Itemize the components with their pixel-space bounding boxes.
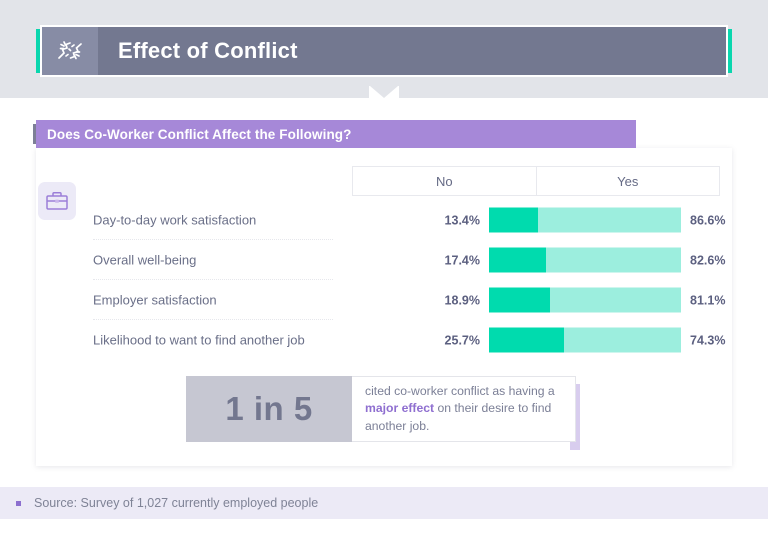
band-pointer-triangle	[370, 86, 398, 98]
header-bar: Effect of Conflict	[40, 25, 728, 77]
bar-segment-no	[489, 207, 538, 233]
row-no-percent: 25.7%	[444, 333, 480, 347]
table-row: Overall well-being 17.4% 82.6%	[36, 240, 732, 280]
conflict-burst-icon	[42, 27, 98, 75]
callout-text-before: cited co-worker conflict as having a	[365, 384, 555, 398]
callout-text: cited co-worker conflict as having a maj…	[352, 376, 576, 442]
row-no-percent: 13.4%	[444, 213, 480, 227]
source-bullet-icon	[16, 500, 21, 506]
row-label: Employer satisfaction	[93, 292, 217, 308]
header-accent-right	[725, 29, 732, 73]
row-no-percent: 17.4%	[444, 253, 480, 267]
briefcase-icon	[38, 182, 76, 220]
row-divider	[93, 279, 333, 280]
column-header-no: No	[352, 166, 537, 196]
bar-segment-no	[489, 327, 564, 353]
row-yes-percent: 74.3%	[690, 333, 726, 347]
row-label: Likelihood to want to find another job	[93, 332, 305, 348]
row-yes-percent: 81.1%	[690, 293, 726, 307]
column-header-yes: Yes	[536, 166, 720, 196]
page-title: Effect of Conflict	[118, 38, 298, 63]
header: Effect of Conflict	[36, 25, 732, 77]
callout-highlight: major effect	[365, 401, 435, 416]
row-label: Overall well-being	[93, 252, 197, 268]
source-band: Source: Survey of 1,027 currently employ…	[0, 487, 768, 519]
row-no-percent: 18.9%	[444, 293, 480, 307]
bar-segment-yes	[538, 207, 681, 233]
callout-stat: 1 in 5	[186, 376, 352, 442]
bar-segment-no	[489, 247, 546, 273]
table-row: Likelihood to want to find another job 2…	[36, 320, 732, 360]
table-row: Employer satisfaction 18.9% 81.1%	[36, 280, 732, 320]
stacked-bar	[489, 247, 681, 273]
callout-box: 1 in 5 cited co-worker conflict as havin…	[186, 376, 586, 450]
row-yes-percent: 82.6%	[690, 253, 726, 267]
subtitle-text: Does Co-Worker Conflict Affect the Follo…	[47, 126, 352, 142]
bar-segment-yes	[546, 247, 681, 273]
bar-segment-yes	[550, 287, 681, 313]
stacked-bar	[489, 207, 681, 233]
callout-text-after: on their desire to find another job.	[365, 401, 552, 433]
row-yes-percent: 86.6%	[690, 213, 726, 227]
header-accent-left	[36, 29, 43, 73]
row-label: Day-to-day work satisfaction	[93, 212, 257, 228]
row-bar-group: 18.9% 81.1%	[426, 287, 732, 313]
stacked-bar	[489, 287, 681, 313]
row-bar-group: 17.4% 82.6%	[426, 247, 732, 273]
row-bar-group: 13.4% 86.6%	[426, 207, 732, 233]
table-row: Day-to-day work satisfaction 13.4% 86.6%	[36, 200, 732, 240]
row-divider	[93, 239, 333, 240]
callout-inner: 1 in 5 cited co-worker conflict as havin…	[186, 376, 576, 442]
subtitle-tick	[33, 124, 37, 144]
source-text: Source: Survey of 1,027 currently employ…	[34, 496, 319, 510]
stacked-bar	[489, 327, 681, 353]
subtitle-bar: Does Co-Worker Conflict Affect the Follo…	[36, 120, 636, 148]
row-bar-group: 25.7% 74.3%	[426, 327, 732, 353]
row-divider	[93, 319, 333, 320]
data-rows: Day-to-day work satisfaction 13.4% 86.6%…	[36, 200, 732, 360]
bar-segment-yes	[564, 327, 681, 353]
table-column-headers: No Yes	[352, 166, 720, 196]
bar-segment-no	[489, 287, 550, 313]
